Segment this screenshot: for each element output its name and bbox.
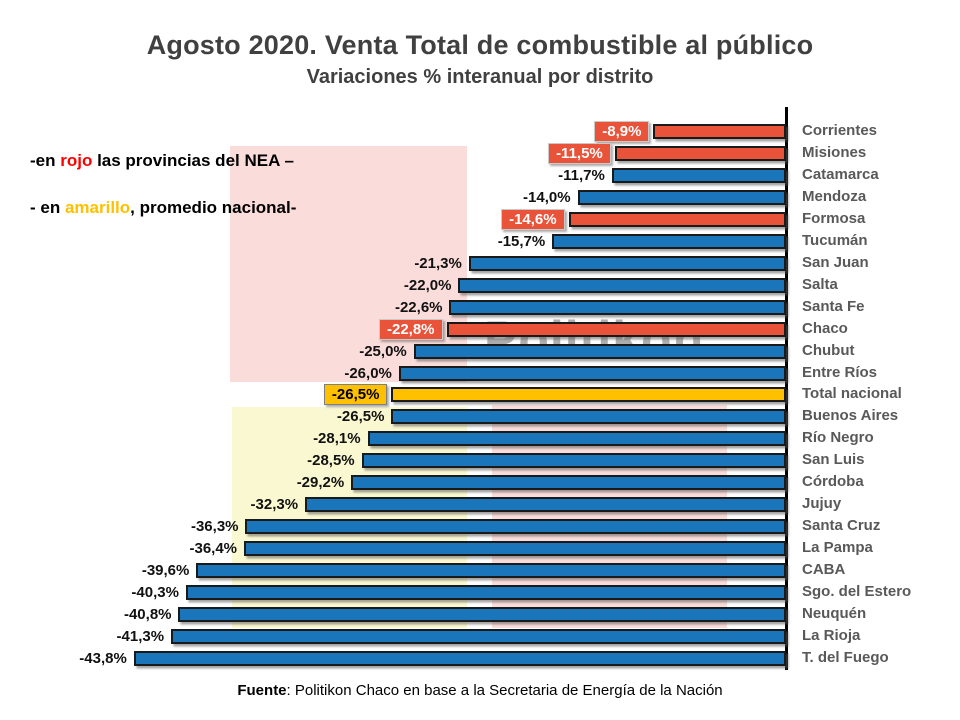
category-label: La Rioja [802, 626, 861, 644]
value-label: -40,8% [123, 605, 172, 623]
annotation-nacional-suffix: , promedio nacional- [130, 198, 297, 217]
bar-Salta [458, 277, 786, 293]
annotation-nea-suffix: las provincias del NEA – [92, 151, 294, 170]
bar-Chubut [413, 343, 786, 359]
source-note-text: : Politikon Chaco en base a la Secretari… [286, 682, 723, 699]
annotation-nea-highlight: rojo [60, 151, 93, 170]
value-label: -21,3% [414, 254, 462, 272]
value-label: -22,6% [394, 298, 443, 316]
value-label: -28,1% [313, 430, 361, 448]
category-label: Catamarca [802, 165, 879, 183]
category-label: Santa Fe [802, 297, 865, 315]
annotation-nea-prefix: -en [30, 151, 61, 170]
chart-subtitle: Variaciones % interanual por distrito [306, 66, 654, 88]
category-label: San Juan [802, 253, 869, 271]
value-label: -29,2% [296, 474, 345, 492]
bar-Mendoza [577, 189, 786, 205]
bar-Corrientes [653, 124, 786, 140]
category-label: Tucumán [802, 231, 868, 249]
value-label: -39,6% [141, 562, 190, 580]
bar-La Rioja [171, 628, 786, 644]
axis-baseline [785, 107, 788, 670]
bar-Catamarca [611, 167, 786, 183]
category-label: T. del Fuego [802, 648, 889, 666]
value-label: -40,3% [131, 584, 179, 602]
annotation-nacional-prefix: - en [30, 198, 65, 217]
value-label: -22,0% [403, 276, 452, 294]
bar-T. del Fuego [133, 650, 786, 666]
category-label: Formosa [802, 209, 866, 227]
category-label: Sgo. del Estero [802, 583, 912, 601]
value-label: -15,7% [497, 232, 546, 250]
bar-Río Negro [367, 431, 786, 447]
category-label: San Luis [802, 451, 865, 469]
value-label: -26,5% [323, 384, 388, 406]
bar-San Juan [468, 255, 786, 271]
value-label: -11,7% [558, 166, 605, 184]
bar-Neuquén [178, 606, 786, 622]
category-label: Neuquén [802, 604, 867, 622]
highlight-region-nea-upper [230, 146, 467, 382]
category-label: Córdoba [802, 473, 864, 491]
annotation-nacional: - en amarillo, promedio nacional- [30, 198, 296, 218]
bar-Buenos Aires [391, 409, 786, 425]
source-note-label: Fuente [237, 682, 287, 699]
value-label: -22,8% [378, 318, 443, 340]
bar-Santa Fe [449, 299, 786, 315]
value-label: -26,0% [344, 364, 392, 382]
bar-Formosa [568, 211, 786, 227]
value-label: -8,9% [594, 121, 650, 143]
value-label: -14,6% [501, 208, 565, 230]
annotation-nacional-highlight: amarillo [64, 198, 131, 217]
chart-title: Agosto 2020. Venta Total de combustible … [146, 30, 814, 60]
bar-Misiones [614, 146, 786, 162]
value-label: -26,5% [336, 408, 385, 426]
bar-Total nacional [391, 387, 786, 403]
bar-Entre Ríos [398, 365, 786, 381]
bar-Santa Cruz [245, 519, 786, 535]
category-label: Santa Cruz [802, 517, 881, 535]
category-label: Salta [802, 275, 838, 293]
bar-Tucumán [552, 233, 786, 249]
value-label: -36,4% [189, 540, 238, 558]
value-label: -25,0% [359, 342, 407, 360]
category-label: Buenos Aires [802, 407, 899, 425]
category-label: Jujuy [802, 495, 842, 513]
annotation-nea: -en rojo las provincias del NEA – [30, 151, 294, 171]
category-label: Chaco [802, 319, 848, 337]
value-label: -14,0% [523, 188, 571, 206]
value-label: -36,3% [190, 518, 239, 536]
bar-Jujuy [305, 497, 786, 513]
category-label: La Pampa [802, 539, 873, 557]
category-label: Corrientes [802, 122, 878, 140]
value-label: -43,8% [79, 649, 127, 667]
category-label: Misiones [802, 144, 867, 162]
value-label: -41,3% [116, 627, 165, 645]
category-label: Total nacional [802, 385, 902, 403]
value-label: -28,5% [307, 452, 355, 470]
bar-Chaco [446, 321, 786, 337]
category-label: Río Negro [802, 429, 874, 447]
value-label: -11,5% [548, 143, 611, 165]
category-label: CABA [802, 561, 846, 579]
bar-San Luis [361, 453, 786, 469]
value-label: -32,3% [250, 496, 299, 514]
bar-CABA [196, 563, 786, 579]
bar-Córdoba [351, 475, 786, 491]
bar-La Pampa [244, 541, 786, 557]
category-label: Entre Ríos [802, 363, 878, 381]
category-label: Mendoza [802, 187, 867, 205]
source-note: Fuente: Politikon Chaco en base a la Sec… [0, 682, 960, 699]
category-label: Chubut [802, 341, 855, 359]
bar-Sgo. del Estero [185, 585, 786, 601]
